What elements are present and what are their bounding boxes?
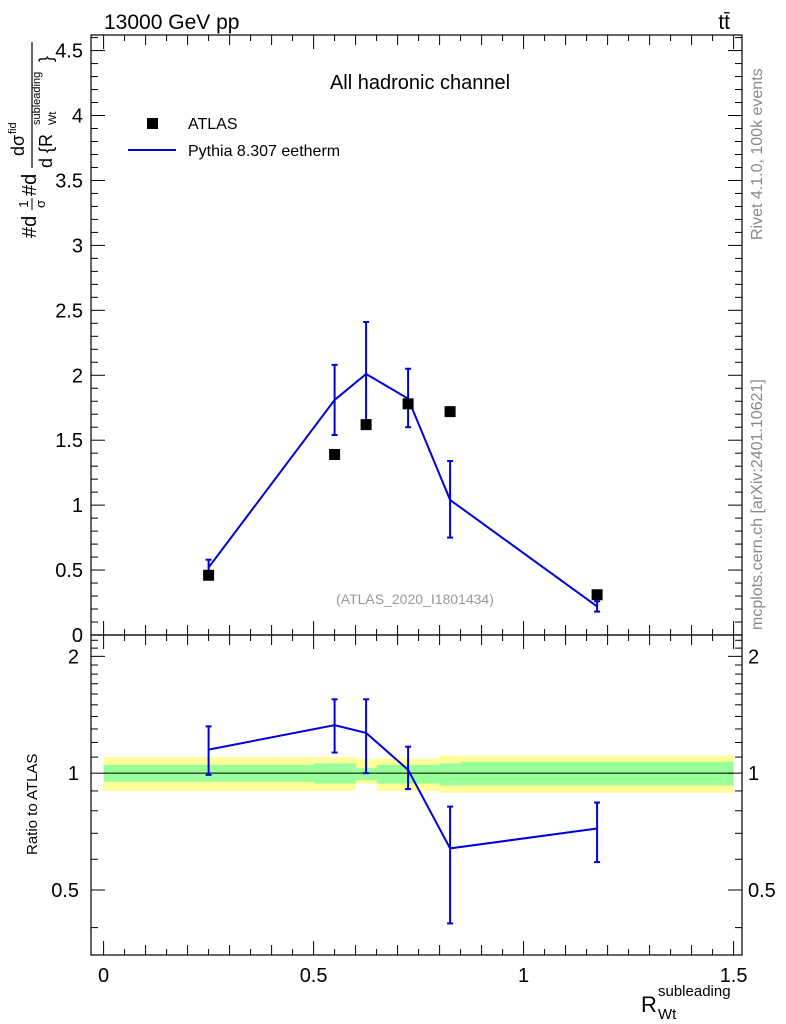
xlabel-sub: Wt	[658, 1006, 677, 1023]
uncertainty-bands	[103, 755, 734, 793]
data-point	[402, 398, 414, 410]
main-y-tick-labels: 0 0.5 1 1.5 2 2.5 3 3.5 4 4.5	[55, 41, 83, 647]
mc-line	[207, 372, 598, 608]
chart-title: All hadronic channel	[330, 72, 510, 94]
ratio-y-axis-label: Ratio to ATLAS	[24, 754, 41, 855]
ylabel-frac-num: 1	[16, 200, 31, 207]
x-tick-labels: 0 0.5 1 1.5	[98, 965, 747, 987]
ylabel-prefix: #d	[19, 216, 41, 238]
ylabel-bottom-sup: subleading	[31, 72, 43, 125]
x-tick-label: 0.5	[300, 965, 328, 987]
energy-label: 13000 GeV pp	[104, 11, 239, 34]
analysis-id: (ATLAS_2020_I1801434)	[336, 591, 494, 607]
data-series	[203, 398, 603, 601]
main-y-tick-label: 0.5	[55, 560, 83, 582]
main-y-tick-label: 2.5	[55, 300, 83, 322]
ratio-series	[205, 698, 601, 925]
mc-series	[205, 321, 601, 613]
ratio-y-tick-label-right: 2	[748, 646, 759, 668]
ylabel-bottom-sub: Wt	[47, 112, 59, 125]
ratio-y-tick-label-left: 2	[68, 646, 79, 668]
main-panel: 0 0.5 1 1.5 2 2.5 3 3.5 4 4.5 All hadronic channe…	[7, 34, 743, 647]
ratio-y-tick-label-right: 1	[748, 763, 759, 785]
ylabel-bottom-main: d {R	[36, 134, 56, 168]
legend: ATLAS Pythia 8.307 eetherm	[128, 116, 340, 160]
ylabel-frac-den: σ	[33, 200, 48, 208]
ratio-y-tick-label-left: 0.5	[51, 880, 79, 902]
ratio-y-tick-label-left: 1	[68, 763, 79, 785]
ylabel-top-sup: fid	[7, 122, 19, 134]
xlabel-main: R	[641, 992, 657, 1017]
ylabel-top: dσ	[8, 135, 28, 156]
x-tick-label: 1	[518, 965, 529, 987]
main-axis-ticks	[91, 35, 742, 636]
main-y-axis-label: #d 1 σ #d dσ fid d {R subleading Wt }	[7, 42, 59, 238]
process-label: tt̄	[718, 11, 730, 34]
x-axis-label: R subleading Wt	[641, 983, 731, 1023]
data-point	[591, 589, 603, 601]
data-point	[444, 406, 456, 418]
main-y-tick-label: 2	[72, 365, 83, 387]
x-tick-label: 1.5	[720, 965, 748, 987]
x-tick-label: 0	[98, 965, 109, 987]
data-point	[203, 569, 215, 581]
legend-atlas-label: ATLAS	[188, 116, 238, 133]
data-point	[360, 419, 372, 431]
xlabel-sup: subleading	[658, 983, 731, 1000]
ratio-panel: 0.5 0.5 1 1 2 2 0 0.5 1 1.5 Ratio to ATLAS R sub…	[24, 634, 776, 1023]
ratio-y-tick-labels: 0.5 0.5 1 1 2 2	[51, 646, 776, 902]
data-point	[329, 448, 341, 460]
rivet-version-label: Rivet 4.1.0, 100k events	[749, 68, 766, 240]
legend-mc-label: Pythia 8.307 eetherm	[188, 143, 340, 160]
ratio-frame	[90, 634, 743, 956]
band-inner	[439, 763, 461, 786]
source-label: mcplots.cern.ch [arXiv:2401.10621]	[749, 379, 766, 630]
legend-atlas-marker	[147, 118, 158, 129]
main-y-tick-label: 1	[72, 495, 83, 517]
ylabel-bottom-close: }	[36, 56, 56, 62]
main-y-tick-label: 4	[72, 106, 83, 128]
main-y-tick-label: 3	[72, 235, 83, 257]
main-y-tick-label: 1.5	[55, 430, 83, 452]
main-y-tick-label: 3.5	[55, 170, 83, 192]
ratio-y-tick-label-right: 0.5	[748, 880, 776, 902]
main-y-tick-label: 4.5	[55, 41, 83, 63]
ratio-axis-ticks	[91, 635, 742, 955]
ylabel-mid: #d	[19, 174, 41, 196]
main-y-tick-label: 0	[72, 625, 83, 647]
ratio-line	[208, 724, 598, 850]
